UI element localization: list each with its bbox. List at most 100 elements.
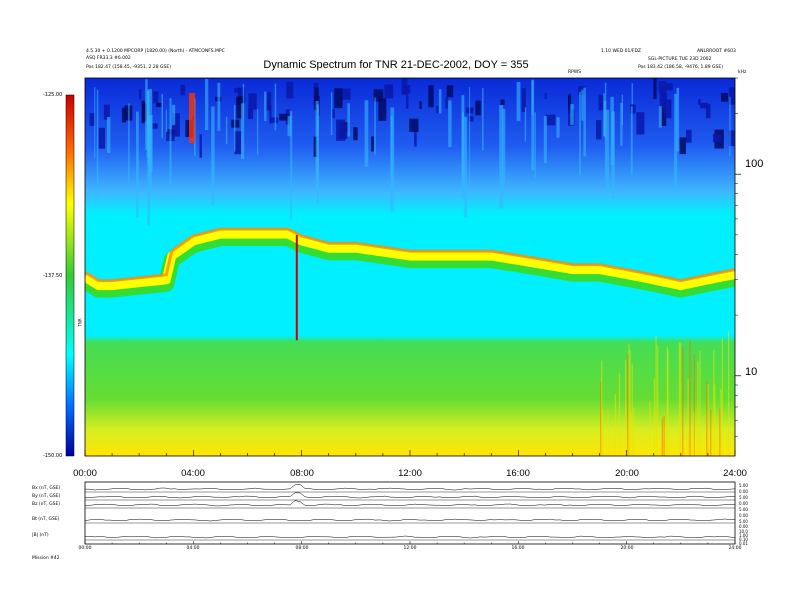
spectrum-dark-patch bbox=[167, 129, 176, 134]
spectrum-dark-patch bbox=[248, 93, 257, 110]
spectrum-emission-streak bbox=[264, 91, 267, 121]
spectrum-dark-patch bbox=[353, 127, 358, 141]
x-tick-0: 00:00 bbox=[73, 468, 97, 479]
spectrum-dark-patch bbox=[155, 102, 162, 108]
panel-right-tick: 10.0 bbox=[739, 529, 748, 534]
spectrum-dark-patch bbox=[653, 78, 657, 99]
spectrum-dark-patch bbox=[699, 102, 709, 109]
spectrum-emission-streak bbox=[165, 109, 167, 132]
spectrum-lowfreq-spike bbox=[699, 350, 701, 456]
spectrum-lowfreq-spike bbox=[687, 378, 689, 456]
panel-bottom-left: Mission #42 bbox=[32, 556, 60, 561]
spectrum-emission-streak bbox=[211, 106, 215, 205]
spectrum-emission-streak bbox=[502, 108, 506, 196]
panel-x-tick: 20:00 bbox=[620, 546, 634, 551]
spectrum-lowfreq-spike bbox=[713, 350, 715, 456]
spectrum-lowfreq-spike bbox=[630, 411, 632, 456]
spectrum-dark-patch bbox=[521, 88, 526, 112]
panel-label-bx: Bx (nT, GSE) bbox=[32, 486, 61, 491]
spectrum-dark-patch bbox=[419, 101, 422, 109]
spectrum-dark-patch bbox=[401, 78, 408, 95]
spectrum-emission-streak bbox=[147, 89, 150, 166]
panel-right-tick: 0.01 bbox=[739, 541, 748, 546]
spectrum-lowfreq-spike bbox=[689, 340, 691, 456]
spectrum-burst-line bbox=[295, 234, 298, 341]
spectrum-dark-patch bbox=[414, 130, 417, 147]
spectrum-lowfreq-spike bbox=[717, 416, 719, 456]
spectrum-lowfreq-spike bbox=[728, 331, 730, 456]
spectrum-dark-patch bbox=[721, 92, 728, 102]
spectrum-dark-patch bbox=[679, 137, 686, 155]
spectrum-emission-streak bbox=[169, 98, 172, 187]
spectrum-dark-patch bbox=[334, 88, 343, 109]
spectrum-dark-patch bbox=[406, 94, 409, 109]
spectrum-dark-patch bbox=[544, 92, 547, 100]
spectrum-emission-streak bbox=[461, 112, 464, 184]
spectrum-dark-patch bbox=[662, 92, 668, 102]
spectrum-emission-streak bbox=[631, 83, 633, 105]
panel-x-tick: 08:00 bbox=[295, 546, 309, 551]
x-tick-3: 12:00 bbox=[398, 468, 422, 479]
spectrum-lowfreq-spike bbox=[710, 410, 712, 456]
spectrum-dark-patch bbox=[636, 112, 645, 135]
panel-x-tick: 12:00 bbox=[403, 546, 417, 551]
spectrum-dark-patch bbox=[384, 84, 394, 99]
spectrum-dark-patch bbox=[378, 98, 387, 121]
spectrum-emission-streak bbox=[610, 96, 614, 166]
spectrum-emission-streak bbox=[448, 100, 452, 148]
spectrum-dark-patch bbox=[98, 127, 105, 149]
spectrum-emission-streak bbox=[374, 97, 376, 155]
panel-right-tick: 0.00 bbox=[739, 501, 748, 506]
spectrum-emission-streak bbox=[128, 103, 130, 183]
spectrum-emission-streak bbox=[149, 115, 153, 172]
spectrum-burst-patch bbox=[189, 93, 195, 143]
spectrum-dark-patch bbox=[180, 84, 186, 96]
spectrum-dark-patch bbox=[598, 94, 607, 111]
spectrum-dark-patch bbox=[712, 133, 722, 143]
spectrum-dark-patch bbox=[89, 113, 95, 126]
spectrum-emission-streak bbox=[94, 87, 96, 158]
panel-trace bbox=[84, 492, 736, 499]
panel-x-tick: 04:00 bbox=[186, 546, 200, 551]
spectrum-dark-patch bbox=[658, 81, 667, 93]
spectrum-lowfreq-spike bbox=[693, 354, 695, 456]
header-right-line1: 1.10 WED 01/FDZ bbox=[601, 49, 642, 54]
spectrum-emission-streak bbox=[570, 104, 574, 125]
header-left-line1: 4.5.30 + 0.1200 MPCORP (1820.00) (North)… bbox=[86, 49, 225, 54]
spectrum-lowfreq-spike bbox=[682, 347, 684, 456]
spectrum-lowfreq-spike bbox=[633, 407, 635, 456]
header-center-small: RPWS bbox=[568, 70, 582, 75]
spectrum-dark-patch bbox=[247, 108, 254, 120]
spectrum-emission-streak bbox=[630, 106, 633, 175]
spectrum-emission-streak bbox=[316, 104, 319, 203]
chart-title: Dynamic Spectrum for TNR 21-DEC-2002, DO… bbox=[263, 59, 529, 71]
spectrum-lowfreq-spike bbox=[618, 372, 621, 456]
header-left-line3: Pos 182.47 (158.45, -9351, 2.28 GSE) bbox=[86, 65, 171, 70]
spectrum-lowfreq-spike bbox=[680, 342, 682, 456]
spectrum-dark-patch bbox=[279, 113, 289, 121]
panel-label-bmag: |B| (nT) bbox=[32, 533, 49, 538]
header-right-line3: SGL-PICTURE TUE 23D 2002 bbox=[648, 57, 712, 62]
spectrum-dark-patch bbox=[630, 104, 636, 114]
panel-right-tick: 1.00 bbox=[739, 533, 748, 538]
spectrum-emission-streak bbox=[274, 83, 277, 131]
colorbar-tick-top: -125.00 bbox=[43, 92, 63, 98]
spectrum-dark-patch bbox=[199, 134, 202, 158]
spectrum-lowfreq-spike bbox=[719, 408, 721, 456]
spectrum-emission-streak bbox=[257, 109, 259, 155]
spectrum-dark-patch bbox=[728, 130, 735, 146]
spectrum-dark-patch bbox=[409, 118, 419, 132]
spectrum-emission-streak bbox=[524, 107, 527, 142]
spectrum-lowfreq-spike bbox=[661, 418, 663, 456]
spectrum-emission-streak bbox=[606, 109, 610, 193]
spectrum-emission-streak bbox=[676, 87, 680, 152]
spectrum-lowfreq-spike bbox=[693, 412, 695, 456]
spectrum-lowfreq-spike bbox=[678, 342, 680, 456]
spectrum-emission-streak bbox=[482, 88, 484, 151]
spectrum-emission-streak bbox=[604, 100, 607, 138]
panel-label-bz: Bz (nT, GSE) bbox=[32, 502, 61, 507]
spectrum-lowfreq-spike bbox=[601, 360, 603, 456]
spectrum-dark-patch bbox=[138, 89, 142, 100]
spectrum-dark-patch bbox=[371, 136, 374, 152]
panel-x-tick: 16:00 bbox=[511, 546, 525, 551]
